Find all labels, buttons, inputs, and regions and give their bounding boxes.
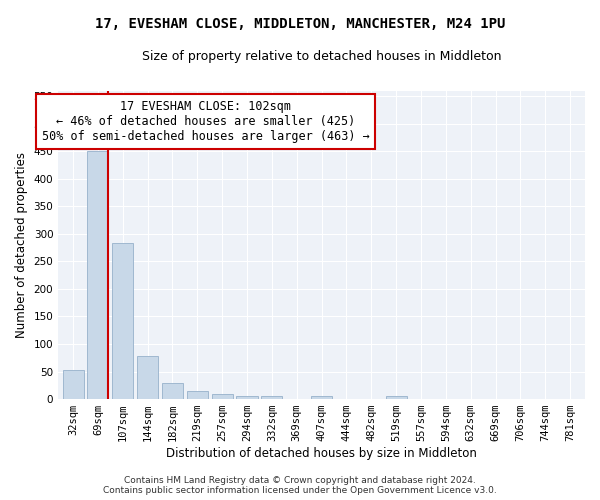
Bar (137, 356, 158, 399)
X-axis label: Distribution of detached houses by size in Middleton: Distribution of detached houses by size … (166, 447, 477, 460)
Bar (212, 394, 233, 399)
Bar (88, 150, 109, 399)
Bar (386, 396, 407, 399)
Bar (262, 396, 283, 399)
Bar (62, 370, 83, 399)
Bar (112, 243, 133, 399)
Bar (187, 391, 208, 399)
Title: Size of property relative to detached houses in Middleton: Size of property relative to detached ho… (142, 50, 502, 63)
Bar (162, 382, 183, 399)
Text: 17 EVESHAM CLOSE: 102sqm
← 46% of detached houses are smaller (425)
50% of semi-: 17 EVESHAM CLOSE: 102sqm ← 46% of detach… (42, 100, 370, 143)
Text: 17, EVESHAM CLOSE, MIDDLETON, MANCHESTER, M24 1PU: 17, EVESHAM CLOSE, MIDDLETON, MANCHESTER… (95, 18, 505, 32)
Bar (236, 396, 257, 399)
Bar (311, 396, 332, 399)
Y-axis label: Number of detached properties: Number of detached properties (15, 152, 28, 338)
Text: Contains HM Land Registry data © Crown copyright and database right 2024.
Contai: Contains HM Land Registry data © Crown c… (103, 476, 497, 495)
